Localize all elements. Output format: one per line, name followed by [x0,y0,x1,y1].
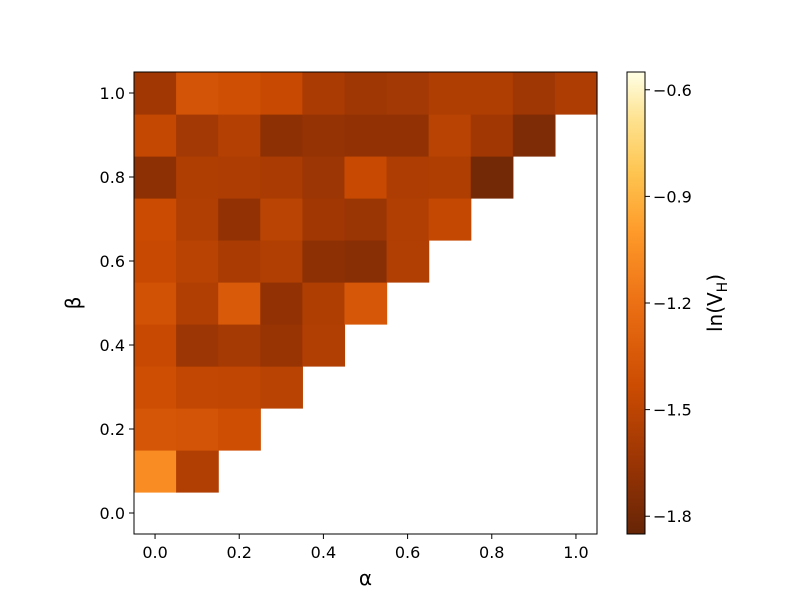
heatmap-cell [176,408,219,451]
heatmap-cell [218,240,261,283]
heatmap-cell [302,114,346,157]
heatmap-cell [386,198,430,241]
heatmap-cell [134,366,177,409]
heatmap-cell [512,72,556,115]
heatmap-cell [344,72,388,115]
heatmap-cell [344,282,388,325]
heatmap-cell [344,114,388,157]
y-axis-label: β [61,297,85,310]
heatmap-cell [260,72,303,115]
heatmap-cell [218,366,261,409]
heatmap-cell [134,324,177,367]
heatmap-cell [386,114,430,157]
heatmap-cells [134,72,598,493]
heatmap-cell [176,324,219,367]
y-tick-label: 0.6 [100,252,125,271]
y-tick-label: 0.0 [100,504,125,523]
heatmap-cell [302,324,346,367]
y-tick-label: 1.0 [100,84,125,103]
x-axis-label: α [359,566,372,590]
heatmap-cell [302,282,346,325]
heatmap-cell [218,114,261,157]
heatmap-cell [512,114,556,157]
heatmap-cell [134,282,177,325]
heatmap-cell [218,198,261,241]
heatmap-cell [260,366,303,409]
colorbar-label: ln(VH) [703,274,731,332]
heatmap-cell [428,198,472,241]
colorbar-tick-label: −0.9 [653,187,692,206]
colorbar-ticks: −0.6 −0.9 −1.2 −1.5 −1.8 [645,81,692,526]
heatmap-cell [260,156,303,199]
heatmap-cell [176,114,219,157]
colorbar-gradient [626,71,646,535]
x-tick-label: 0.0 [142,543,167,562]
x-tick-label: 0.6 [395,543,420,562]
heatmap-cell [134,114,177,157]
heatmap-cell [134,156,177,199]
heatmap-cell [176,72,219,115]
heatmap-cell [302,156,346,199]
heatmap-cell [218,72,261,115]
colorbar-tick-label: −1.5 [653,401,692,420]
heatmap-cell [260,114,303,157]
heatmap-cell [260,282,303,325]
heatmap-cell [386,72,430,115]
heatmap-cell [344,156,388,199]
y-tick-label: 0.4 [100,336,125,355]
heatmap-cell [134,240,177,283]
heatmap-cell [470,156,514,199]
heatmap-cell [218,408,261,451]
colorbar-tick-label: −1.8 [653,507,692,526]
colorbar: −0.6 −0.9 −1.2 −1.5 −1.8 ln(VH) [626,71,731,535]
heatmap-cell [428,156,472,199]
heatmap-cell [470,72,514,115]
heatmap-cell [176,156,219,199]
heatmap-cell [134,408,177,451]
heatmap-cell [260,198,303,241]
colorbar-tick-label: −1.2 [653,294,692,313]
heatmap-cell [176,282,219,325]
heatmap-cell [260,324,303,367]
y-axis-ticks: 0.0 0.2 0.4 0.6 0.8 1.0 [100,84,134,523]
heatmap-cell [344,198,388,241]
x-axis-ticks: 0.0 0.2 0.4 0.6 0.8 1.0 [142,534,589,562]
heatmap-cell [134,72,177,115]
y-tick-label: 0.2 [100,420,125,439]
heatmap-cell [302,240,346,283]
heatmap-cell [176,450,219,493]
heatmap-cell [554,72,598,115]
heatmap-cell [428,114,472,157]
heatmap-cell [386,156,430,199]
heatmap-cell [176,198,219,241]
heatmap-cell [176,366,219,409]
x-tick-label: 0.4 [311,543,336,562]
heatmap-cell [134,450,177,493]
heatmap-cell [218,282,261,325]
heatmap-cell [470,114,514,157]
plot-frame [133,71,598,535]
heatmap-cell [428,72,472,115]
y-tick-label: 0.8 [100,168,125,187]
heatmap-cell [386,240,430,283]
x-tick-label: 0.2 [227,543,252,562]
x-tick-label: 0.8 [479,543,504,562]
heatmap-cell [176,240,219,283]
heatmap-cell [344,240,388,283]
heatmap-cell [134,198,177,241]
heatmap-cell [302,72,346,115]
colorbar-tick-label: −0.6 [653,81,692,100]
heatmap-cell [218,156,261,199]
heatmap-cell [218,324,261,367]
heatmap-cell [302,198,346,241]
heatmap-cell [260,240,303,283]
x-tick-label: 1.0 [563,543,588,562]
